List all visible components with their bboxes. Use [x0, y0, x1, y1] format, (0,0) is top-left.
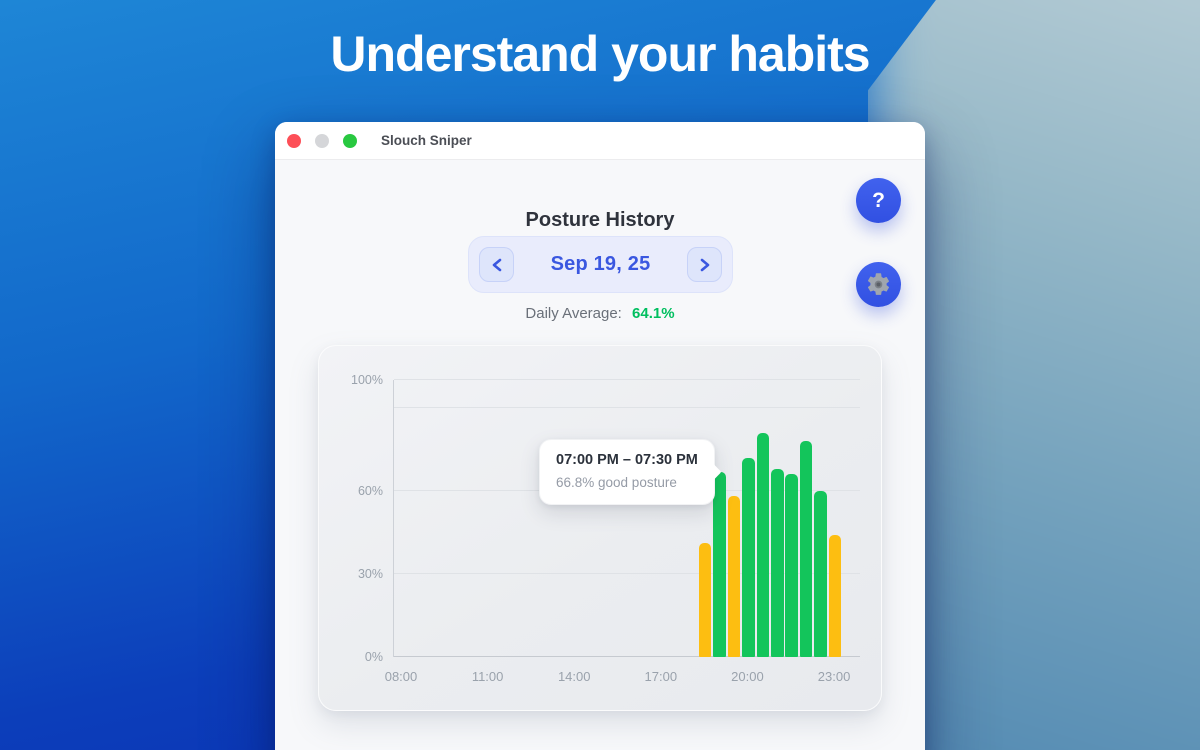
chart-bar-22:30[interactable]: [814, 490, 827, 657]
chart-bar-23:00[interactable]: [828, 535, 842, 657]
chart-bar-21:00[interactable]: [771, 468, 784, 657]
zoom-button[interactable]: [343, 133, 357, 148]
daily-average-row: Daily Average: 64.1%: [275, 304, 925, 324]
settings-button[interactable]: [856, 262, 901, 307]
y-axis-label-100: 100%: [351, 373, 383, 387]
x-axis-label-11:00: 11:00: [471, 669, 504, 684]
window-content: Posture History Sep 19, 25 Daily Average…: [275, 160, 925, 750]
chart-bar-22:00[interactable]: [799, 440, 813, 657]
x-axis-label-17:00: 17:00: [644, 669, 678, 684]
x-axis-label-14:00: 14:00: [557, 669, 591, 684]
chart-bar-21:30[interactable]: [785, 474, 799, 657]
chart-bar-19:00[interactable]: [713, 471, 726, 657]
chart-bar-19:30[interactable]: [727, 496, 741, 657]
gridline-90: [394, 406, 860, 408]
chevron-right-icon: [700, 258, 709, 271]
y-axis-label-0: 0%: [364, 650, 383, 664]
plot-area: [393, 379, 860, 657]
chevron-left-icon: [492, 258, 501, 271]
window-titlebar: Slouch Sniper: [275, 122, 925, 160]
date-navigator: Sep 19, 25: [468, 236, 733, 293]
gridline-30: [394, 572, 860, 574]
window-title: Slouch Sniper: [381, 133, 472, 148]
daily-average-value: 64.1%: [632, 305, 675, 322]
tooltip-value: 66.8% good posture: [556, 475, 677, 490]
hero-title: Understand your habits: [330, 26, 870, 82]
gridline-100: [394, 379, 860, 380]
x-axis-label-20:00: 20:00: [731, 669, 764, 684]
close-button[interactable]: [287, 133, 301, 148]
next-day-button[interactable]: [687, 247, 722, 282]
gridline-0: [394, 655, 860, 657]
app-window: Slouch Sniper Posture History Sep 19, 25: [275, 122, 925, 750]
previous-day-button[interactable]: [479, 247, 514, 282]
chart-tooltip: 07:00 PM – 07:30 PM 66.8% good posture: [539, 439, 715, 505]
page-title: Posture History: [525, 209, 675, 231]
x-axis-label-23:00: 23:00: [817, 669, 851, 684]
help-button[interactable]: ?: [856, 178, 901, 223]
y-axis-label-30: 30%: [357, 566, 383, 581]
question-mark-icon: ?: [872, 188, 885, 212]
chart-bar-20:30[interactable]: [756, 432, 770, 657]
current-date-label: Sep 19, 25: [550, 253, 651, 275]
tooltip-time-range: 07:00 PM – 07:30 PM: [556, 452, 698, 468]
chart-bar-18:30[interactable]: [698, 543, 712, 657]
x-axis-label-08:00: 08:00: [384, 669, 418, 684]
y-axis-label-60: 60%: [357, 483, 383, 498]
gear-icon: [867, 273, 890, 295]
minimize-button[interactable]: [315, 133, 329, 148]
chart-bar-20:00[interactable]: [742, 457, 755, 657]
daily-average-label: Daily Average:: [525, 305, 622, 322]
posture-chart-card: 07:00 PM – 07:30 PM 66.8% good posture 1…: [318, 345, 882, 711]
